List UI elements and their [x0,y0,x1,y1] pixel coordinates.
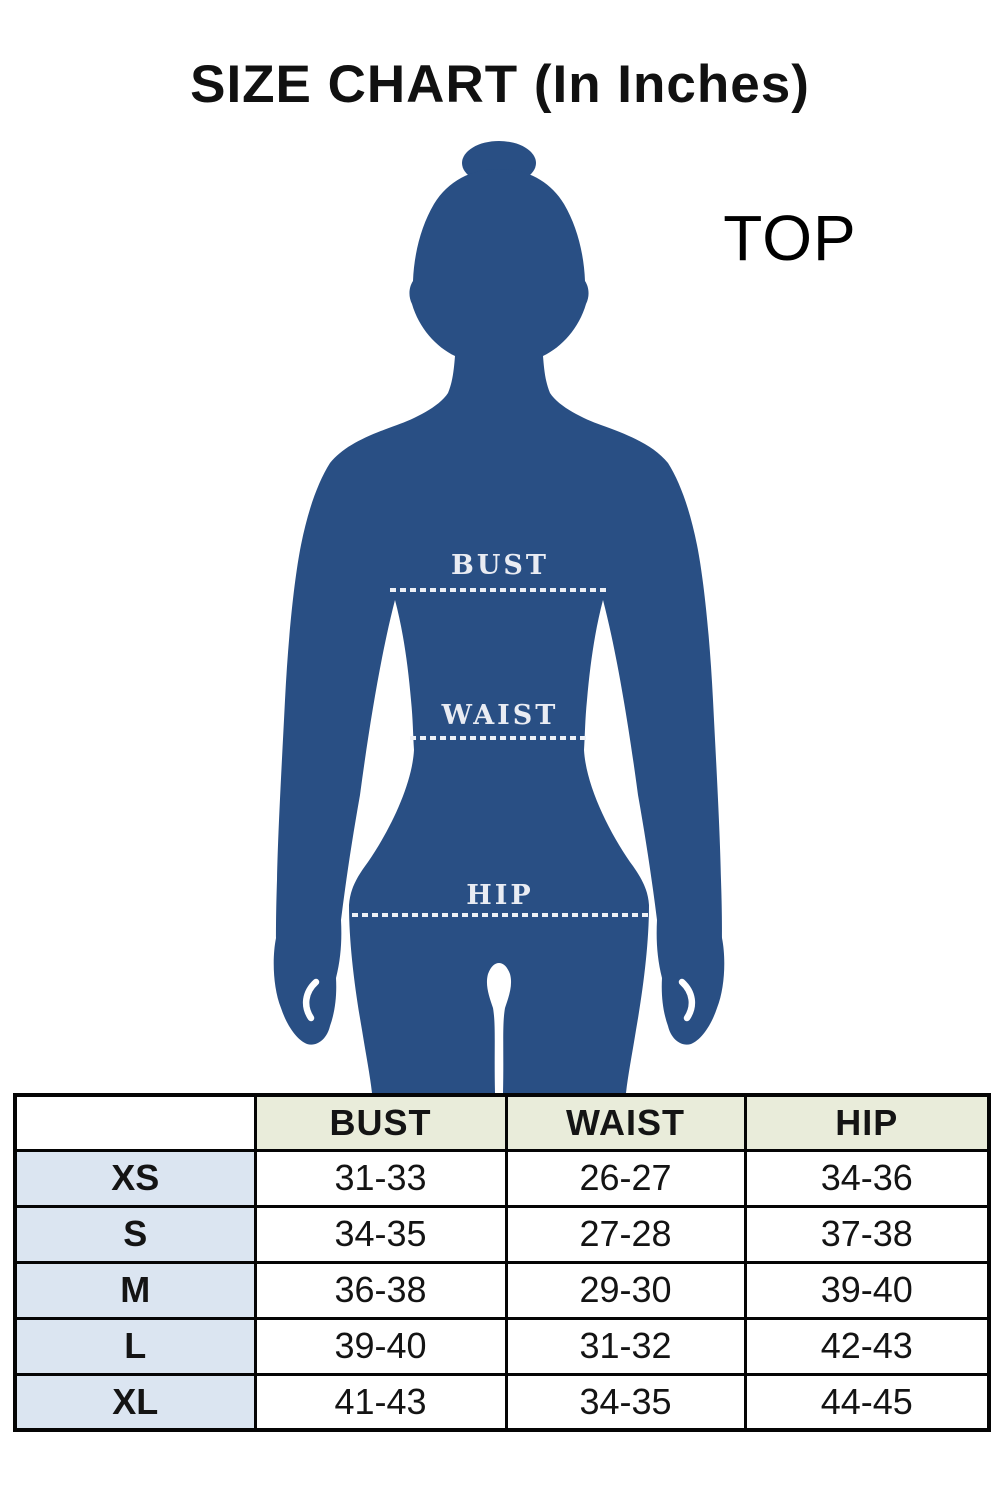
size-label-l: L [13,1316,257,1376]
table-row-xl: XL 41-43 34-35 44-45 [13,1372,991,1432]
cell-xl-bust: 41-43 [253,1372,508,1432]
table-row-m: M 36-38 29-30 39-40 [13,1260,991,1320]
cell-m-bust: 36-38 [253,1260,508,1320]
size-label-xl: XL [13,1372,257,1432]
table-header-row: BUST WAIST HIP [13,1093,991,1152]
header-cell-hip: HIP [743,1093,991,1152]
cell-l-waist: 31-32 [504,1316,747,1376]
hip-measure-line [352,913,652,917]
size-chart-table: BUST WAIST HIP XS 31-33 26-27 34-36 S 34… [13,1093,991,1432]
left-thumb-line [302,978,320,1022]
cell-xs-hip: 34-36 [743,1148,991,1208]
waist-label: WAIST [441,700,559,731]
header-cell-bust: BUST [253,1093,508,1152]
size-label-m: M [13,1260,257,1320]
cell-m-hip: 39-40 [743,1260,991,1320]
cell-xl-waist: 34-35 [504,1372,747,1432]
size-label-xs: XS [13,1148,257,1208]
corner-cell [13,1093,257,1152]
header-cell-waist: WAIST [504,1093,747,1152]
garment-type-label: TOP [723,202,857,274]
cell-l-hip: 42-43 [743,1316,991,1376]
waist-measure-line [410,736,590,740]
body-outline-shape [273,169,725,1093]
table-row-s: S 34-35 27-28 37-38 [13,1204,991,1264]
cell-xl-hip: 44-45 [743,1372,991,1432]
cell-xs-bust: 31-33 [253,1148,508,1208]
table-row-l: L 39-40 31-32 42-43 [13,1316,991,1376]
bust-measure-line [390,588,608,592]
hair-bun-shape [462,141,536,185]
right-thumb-line [678,978,696,1022]
cell-l-bust: 39-40 [253,1316,508,1376]
cell-m-waist: 29-30 [504,1260,747,1320]
cell-s-hip: 37-38 [743,1204,991,1264]
size-label-s: S [13,1204,257,1264]
cell-s-waist: 27-28 [504,1204,747,1264]
hip-label: HIP [466,880,534,911]
cell-xs-waist: 26-27 [504,1148,747,1208]
cell-s-bust: 34-35 [253,1204,508,1264]
page-title: SIZE CHART (In Inches) [190,55,810,114]
table-row-xs: XS 31-33 26-27 34-36 [13,1148,991,1208]
bust-label: BUST [451,550,549,581]
